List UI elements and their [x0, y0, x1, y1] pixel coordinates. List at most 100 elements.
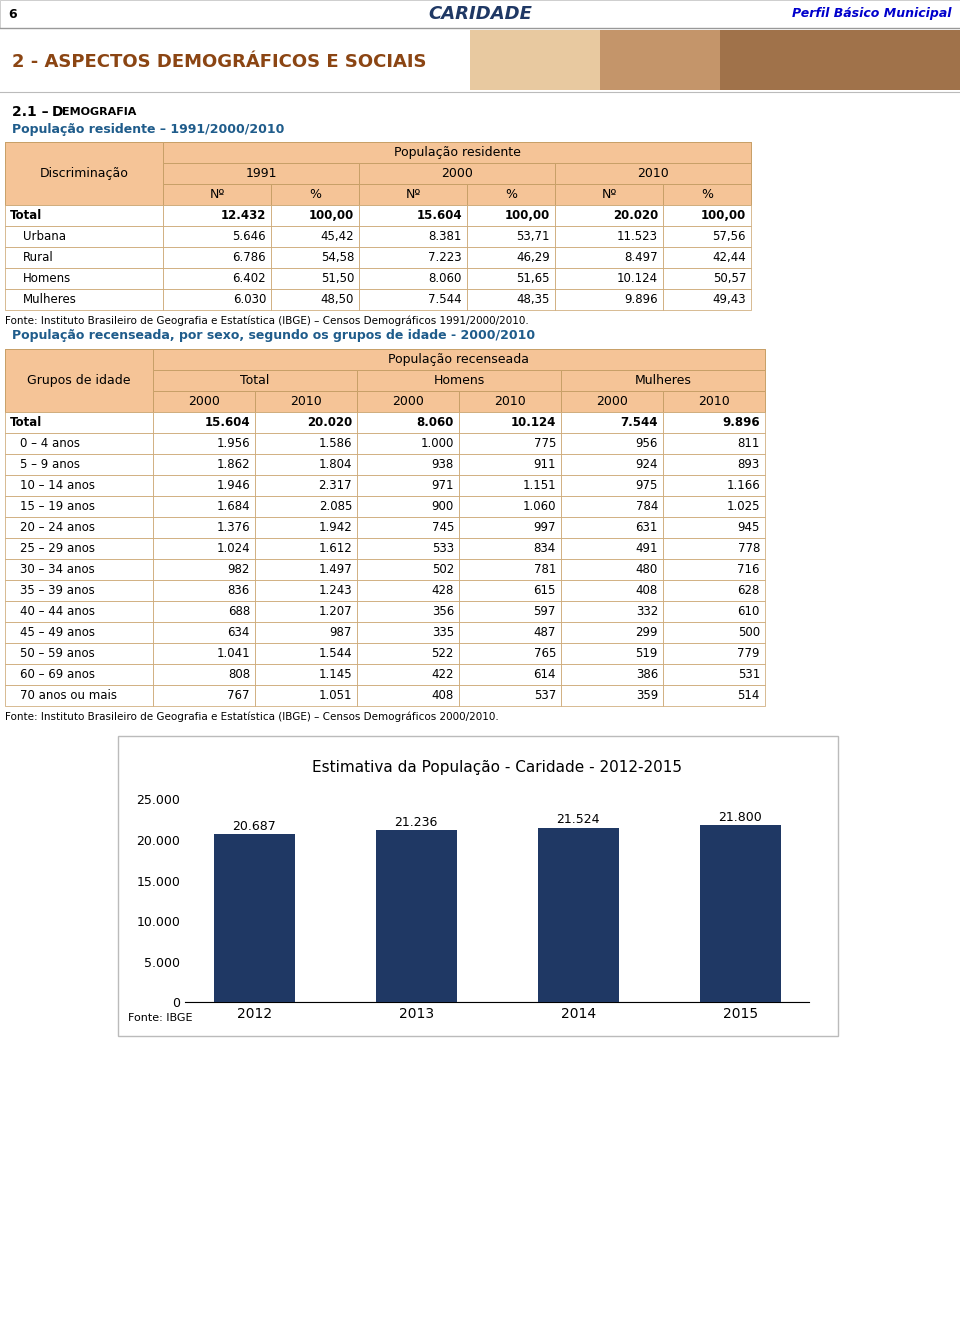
Text: 997: 997	[534, 521, 556, 535]
Text: 767: 767	[228, 689, 250, 702]
Text: 811: 811	[737, 436, 760, 450]
Text: 533: 533	[432, 543, 454, 555]
Bar	[5, 475, 153, 496]
Text: Homens: Homens	[23, 273, 71, 285]
Bar	[467, 205, 555, 226]
Text: 1.051: 1.051	[319, 689, 352, 702]
Bar	[255, 685, 357, 706]
Bar	[5, 602, 153, 622]
Text: 45,42: 45,42	[321, 230, 354, 243]
Text: Total: Total	[10, 416, 42, 428]
Bar	[663, 205, 751, 226]
Text: 893: 893	[737, 458, 760, 471]
Bar	[357, 580, 459, 602]
Bar	[153, 475, 255, 496]
Bar	[255, 622, 357, 643]
Bar	[255, 559, 357, 580]
Bar	[5, 454, 153, 475]
Text: 1.804: 1.804	[319, 458, 352, 471]
Text: 356: 356	[432, 604, 454, 618]
Text: 522: 522	[432, 647, 454, 659]
Text: 15 – 19 anos: 15 – 19 anos	[20, 500, 95, 513]
Bar	[5, 559, 153, 580]
Bar	[600, 30, 960, 90]
Text: 50 – 59 anos: 50 – 59 anos	[20, 647, 95, 659]
Bar	[5, 663, 153, 685]
Bar	[153, 496, 255, 517]
Bar	[555, 184, 663, 205]
Text: 614: 614	[534, 667, 556, 681]
Text: Homens: Homens	[433, 373, 485, 387]
Bar	[561, 475, 663, 496]
Bar	[153, 349, 765, 371]
Bar	[663, 539, 765, 559]
Text: 956: 956	[636, 436, 658, 450]
Text: 834: 834	[534, 543, 556, 555]
Text: 537: 537	[534, 689, 556, 702]
Bar	[459, 539, 561, 559]
Text: 2010: 2010	[290, 395, 322, 408]
Text: 48,35: 48,35	[516, 293, 550, 306]
Bar	[663, 685, 765, 706]
Bar	[255, 496, 357, 517]
Bar	[357, 539, 459, 559]
Bar	[470, 30, 960, 90]
Bar	[357, 663, 459, 685]
Bar	[663, 643, 765, 663]
Bar	[357, 496, 459, 517]
Text: 634: 634	[228, 626, 250, 639]
Bar	[153, 412, 255, 432]
Bar	[663, 454, 765, 475]
Text: 45 – 49 anos: 45 – 49 anos	[20, 626, 95, 639]
Bar	[467, 226, 555, 247]
Bar	[663, 247, 751, 269]
Text: Fonte: IBGE: Fonte: IBGE	[128, 1013, 193, 1023]
Text: Total: Total	[240, 373, 270, 387]
Bar	[459, 685, 561, 706]
Text: 1.024: 1.024	[216, 543, 250, 555]
Text: 6.786: 6.786	[232, 251, 266, 265]
Text: 6: 6	[8, 8, 16, 20]
Text: População residente – 1991/2000/2010: População residente – 1991/2000/2010	[12, 124, 284, 137]
Bar	[357, 475, 459, 496]
Bar	[153, 391, 255, 412]
Text: 2010: 2010	[494, 395, 526, 408]
Bar	[561, 643, 663, 663]
Bar	[153, 454, 255, 475]
Text: 25 – 29 anos: 25 – 29 anos	[20, 543, 95, 555]
Text: Total: Total	[10, 210, 42, 222]
Text: 1.207: 1.207	[319, 604, 352, 618]
Text: 1.497: 1.497	[319, 563, 352, 576]
Bar	[5, 622, 153, 643]
Bar	[357, 517, 459, 539]
Text: 778: 778	[737, 543, 760, 555]
Bar	[561, 580, 663, 602]
Text: 42,44: 42,44	[712, 251, 746, 265]
Text: 945: 945	[737, 521, 760, 535]
Bar	[663, 559, 765, 580]
Text: 924: 924	[636, 458, 658, 471]
Text: 491: 491	[636, 543, 658, 555]
Bar	[357, 559, 459, 580]
Bar	[359, 226, 467, 247]
Text: Fonte: Instituto Brasileiro de Geografia e Estatística (IBGE) – Censos Demográfi: Fonte: Instituto Brasileiro de Geografia…	[5, 316, 529, 325]
Text: %: %	[701, 188, 713, 201]
Bar	[357, 685, 459, 706]
Bar	[5, 289, 163, 310]
Bar	[561, 559, 663, 580]
Bar	[153, 432, 255, 454]
Text: 1.041: 1.041	[216, 647, 250, 659]
Bar	[561, 517, 663, 539]
Text: 900: 900	[432, 500, 454, 513]
Bar	[459, 559, 561, 580]
Bar	[561, 602, 663, 622]
Bar	[663, 289, 751, 310]
Bar	[5, 432, 153, 454]
Text: 615: 615	[534, 584, 556, 598]
Text: Perfil Básico Municipal: Perfil Básico Municipal	[793, 8, 952, 20]
Text: 1.956: 1.956	[216, 436, 250, 450]
Text: 2010: 2010	[698, 395, 730, 408]
Bar	[163, 205, 271, 226]
Text: 7.544: 7.544	[428, 293, 462, 306]
Text: 971: 971	[431, 479, 454, 492]
